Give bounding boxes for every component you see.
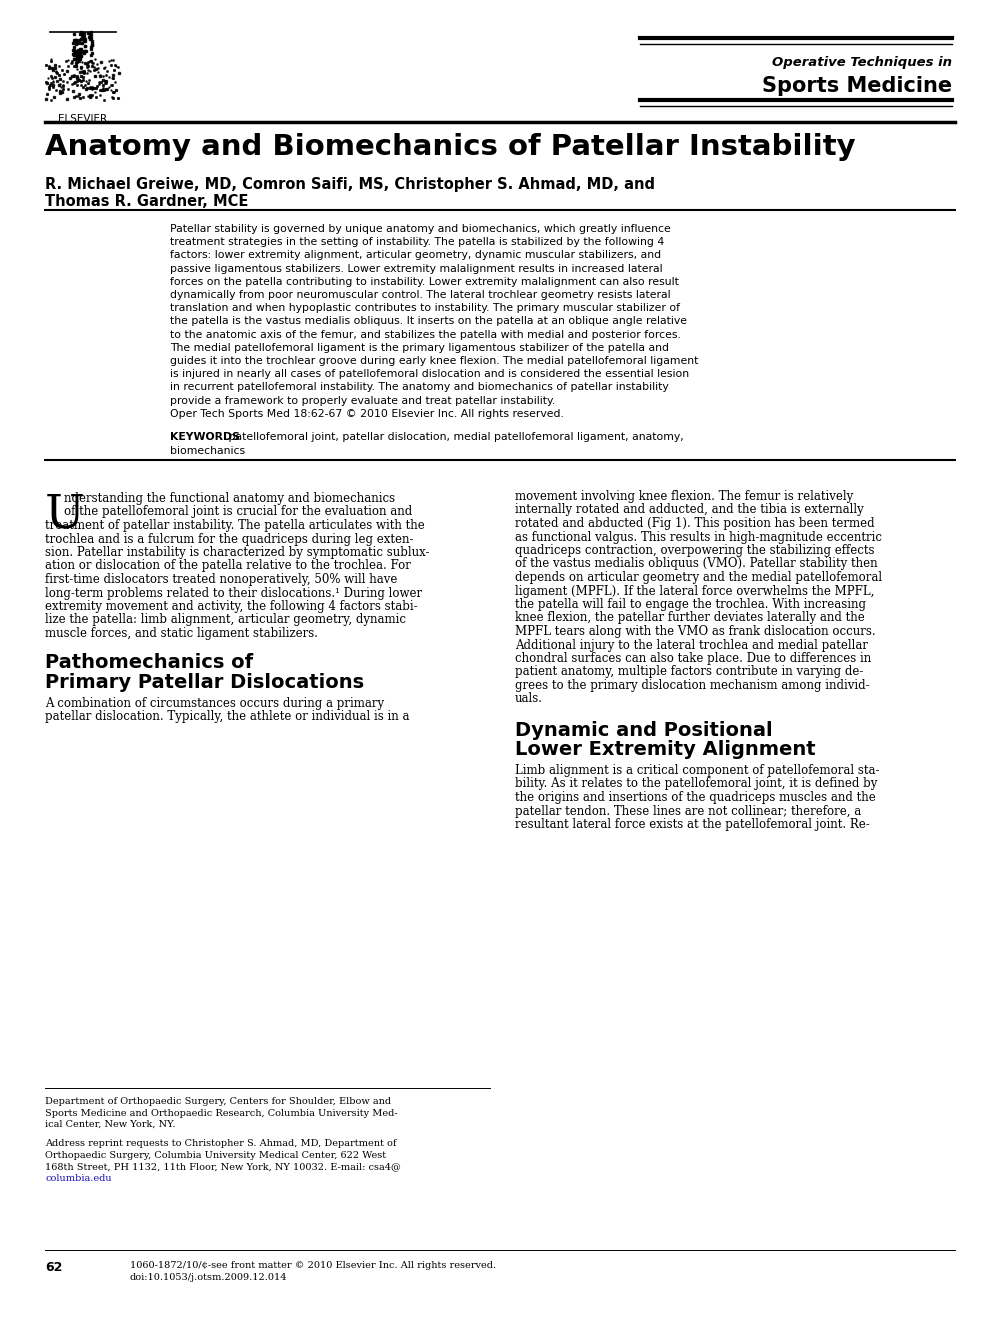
Text: Oper Tech Sports Med 18:62-67 © 2010 Elsevier Inc. All rights reserved.: Oper Tech Sports Med 18:62-67 © 2010 Els… [170, 409, 564, 418]
Text: ligament (MPFL). If the lateral force overwhelms the MPFL,: ligament (MPFL). If the lateral force ov… [515, 585, 874, 598]
Text: 62: 62 [45, 1261, 62, 1274]
Text: Lower Extremity Alignment: Lower Extremity Alignment [515, 741, 816, 759]
Text: quadriceps contraction, overpowering the stabilizing effects: quadriceps contraction, overpowering the… [515, 544, 874, 557]
Text: treatment of patellar instability. The patella articulates with the: treatment of patellar instability. The p… [45, 519, 425, 532]
Text: 168th Street, PH 1132, 11th Floor, New York, NY 10032. E-mail: csa4@: 168th Street, PH 1132, 11th Floor, New Y… [45, 1163, 401, 1172]
Text: first-time dislocators treated nonoperatively, 50% will have: first-time dislocators treated nonoperat… [45, 573, 397, 586]
Text: Additional injury to the lateral trochlea and medial patellar: Additional injury to the lateral trochle… [515, 639, 868, 652]
Text: Primary Patellar Dislocations: Primary Patellar Dislocations [45, 672, 364, 692]
Bar [42, 22, 124, 104]
Text: as functional valgus. This results in high-magnitude eccentric: as functional valgus. This results in hi… [515, 531, 882, 544]
Text: extremity movement and activity, the following 4 factors stabi-: extremity movement and activity, the fol… [45, 601, 418, 612]
Text: in recurrent patellofemoral instability. The anatomy and biomechanics of patella: in recurrent patellofemoral instability.… [170, 383, 669, 392]
Text: The medial patellofemoral ligament is the primary ligamentous stabilizer of the : The medial patellofemoral ligament is th… [170, 343, 669, 352]
Text: passive ligamentous stabilizers. Lower extremity malalignment results in increas: passive ligamentous stabilizers. Lower e… [170, 264, 662, 273]
Text: Sports Medicine and Orthopaedic Research, Columbia University Med-: Sports Medicine and Orthopaedic Research… [45, 1109, 398, 1118]
Text: Pathomechanics of: Pathomechanics of [45, 653, 253, 672]
Text: chondral surfaces can also take place. Due to differences in: chondral surfaces can also take place. D… [515, 652, 871, 665]
Text: trochlea and is a fulcrum for the quadriceps during leg exten-: trochlea and is a fulcrum for the quadri… [45, 532, 414, 545]
Text: treatment strategies in the setting of instability. The patella is stabilized by: treatment strategies in the setting of i… [170, 238, 664, 247]
Text: biomechanics: biomechanics [170, 446, 246, 455]
Text: lize the patella: limb alignment, articular geometry, dynamic: lize the patella: limb alignment, articu… [45, 614, 406, 627]
Text: doi:10.1053/j.otsm.2009.12.014: doi:10.1053/j.otsm.2009.12.014 [130, 1272, 287, 1282]
Text: translation and when hypoplastic contributes to instability. The primary muscula: translation and when hypoplastic contrib… [170, 304, 680, 313]
Text: ical Center, New York, NY.: ical Center, New York, NY. [45, 1119, 175, 1129]
Text: muscle forces, and static ligament stabilizers.: muscle forces, and static ligament stabi… [45, 627, 318, 640]
Text: Patellar stability is governed by unique anatomy and biomechanics, which greatly: Patellar stability is governed by unique… [170, 224, 671, 234]
Text: A combination of circumstances occurs during a primary: A combination of circumstances occurs du… [45, 697, 384, 710]
Text: Sports Medicine: Sports Medicine [762, 77, 952, 96]
Text: movement involving knee flexion. The femur is relatively: movement involving knee flexion. The fem… [515, 490, 853, 503]
Text: sion. Patellar instability is characterized by symptomatic sublux-: sion. Patellar instability is characteri… [45, 546, 430, 558]
Text: rotated and abducted (Fig 1). This position has been termed: rotated and abducted (Fig 1). This posit… [515, 517, 874, 531]
Text: patellar tendon. These lines are not collinear; therefore, a: patellar tendon. These lines are not col… [515, 804, 861, 817]
Text: resultant lateral force exists at the patellofemoral joint. Re-: resultant lateral force exists at the pa… [515, 818, 870, 832]
Text: long-term problems related to their dislocations.¹ During lower: long-term problems related to their disl… [45, 586, 422, 599]
Text: patellofemoral joint, patellar dislocation, medial patellofemoral ligament, anat: patellofemoral joint, patellar dislocati… [225, 432, 684, 442]
Text: Limb alignment is a critical component of patellofemoral sta-: Limb alignment is a critical component o… [515, 764, 879, 777]
Text: forces on the patella contributing to instability. Lower extremity malalignment : forces on the patella contributing to in… [170, 277, 679, 286]
Text: the patella will fail to engage the trochlea. With increasing: the patella will fail to engage the troc… [515, 598, 866, 611]
Text: of the vastus medialis obliquus (VMO). Patellar stability then: of the vastus medialis obliquus (VMO). P… [515, 557, 877, 570]
Text: factors: lower extremity alignment, articular geometry, dynamic muscular stabili: factors: lower extremity alignment, arti… [170, 251, 661, 260]
Text: Department of Orthopaedic Surgery, Centers for Shoulder, Elbow and: Department of Orthopaedic Surgery, Cente… [45, 1097, 391, 1106]
Text: Anatomy and Biomechanics of Patellar Instability: Anatomy and Biomechanics of Patellar Ins… [45, 133, 855, 161]
Text: R. Michael Greiwe, MD, Comron Saifi, MS, Christopher S. Ahmad, MD, and: R. Michael Greiwe, MD, Comron Saifi, MS,… [45, 177, 655, 191]
Text: knee flexion, the patellar further deviates laterally and the: knee flexion, the patellar further devia… [515, 611, 864, 624]
Text: grees to the primary dislocation mechanism among individ-: grees to the primary dislocation mechani… [515, 678, 869, 692]
Text: is injured in nearly all cases of patellofemoral dislocation and is considered t: is injured in nearly all cases of patell… [170, 370, 689, 379]
Text: MPFL tears along with the VMO as frank dislocation occurs.: MPFL tears along with the VMO as frank d… [515, 624, 875, 638]
Text: bility. As it relates to the patellofemoral joint, it is defined by: bility. As it relates to the patellofemo… [515, 777, 877, 791]
Text: of the patellofemoral joint is crucial for the evaluation and: of the patellofemoral joint is crucial f… [64, 506, 412, 519]
Text: nderstanding the functional anatomy and biomechanics: nderstanding the functional anatomy and … [64, 492, 395, 506]
Text: ELSEVIER: ELSEVIER [58, 114, 108, 124]
Text: patellar dislocation. Typically, the athlete or individual is in a: patellar dislocation. Typically, the ath… [45, 710, 410, 723]
Text: KEYWORDS: KEYWORDS [170, 432, 240, 442]
Text: 1060-1872/10/¢-see front matter © 2010 Elsevier Inc. All rights reserved.: 1060-1872/10/¢-see front matter © 2010 E… [130, 1261, 496, 1270]
Text: columbia.edu: columbia.edu [45, 1173, 112, 1183]
Text: dynamically from poor neuromuscular control. The lateral trochlear geometry resi: dynamically from poor neuromuscular cont… [170, 290, 670, 300]
Text: depends on articular geometry and the medial patellofemoral: depends on articular geometry and the me… [515, 572, 882, 583]
Text: ation or dislocation of the patella relative to the trochlea. For: ation or dislocation of the patella rela… [45, 560, 411, 573]
Text: guides it into the trochlear groove during early knee flexion. The medial patell: guides it into the trochlear groove duri… [170, 356, 698, 366]
Text: U: U [45, 492, 85, 537]
Text: the origins and insertions of the quadriceps muscles and the: the origins and insertions of the quadri… [515, 791, 876, 804]
Text: to the anatomic axis of the femur, and stabilizes the patella with medial and po: to the anatomic axis of the femur, and s… [170, 330, 681, 339]
Text: Operative Techniques in: Operative Techniques in [772, 55, 952, 69]
Text: the patella is the vastus medialis obliquus. It inserts on the patella at an obl: the patella is the vastus medialis obliq… [170, 317, 687, 326]
Text: Address reprint requests to Christopher S. Ahmad, MD, Department of: Address reprint requests to Christopher … [45, 1139, 397, 1148]
Text: patient anatomy, multiple factors contribute in varying de-: patient anatomy, multiple factors contri… [515, 665, 863, 678]
Text: Orthopaedic Surgery, Columbia University Medical Center, 622 West: Orthopaedic Surgery, Columbia University… [45, 1151, 386, 1160]
Text: uals.: uals. [515, 693, 543, 705]
Text: Thomas R. Gardner, MCE: Thomas R. Gardner, MCE [45, 194, 248, 209]
Text: internally rotated and adducted, and the tibia is externally: internally rotated and adducted, and the… [515, 503, 863, 516]
Text: Dynamic and Positional: Dynamic and Positional [515, 721, 772, 741]
Text: provide a framework to properly evaluate and treat patellar instability.: provide a framework to properly evaluate… [170, 396, 555, 405]
